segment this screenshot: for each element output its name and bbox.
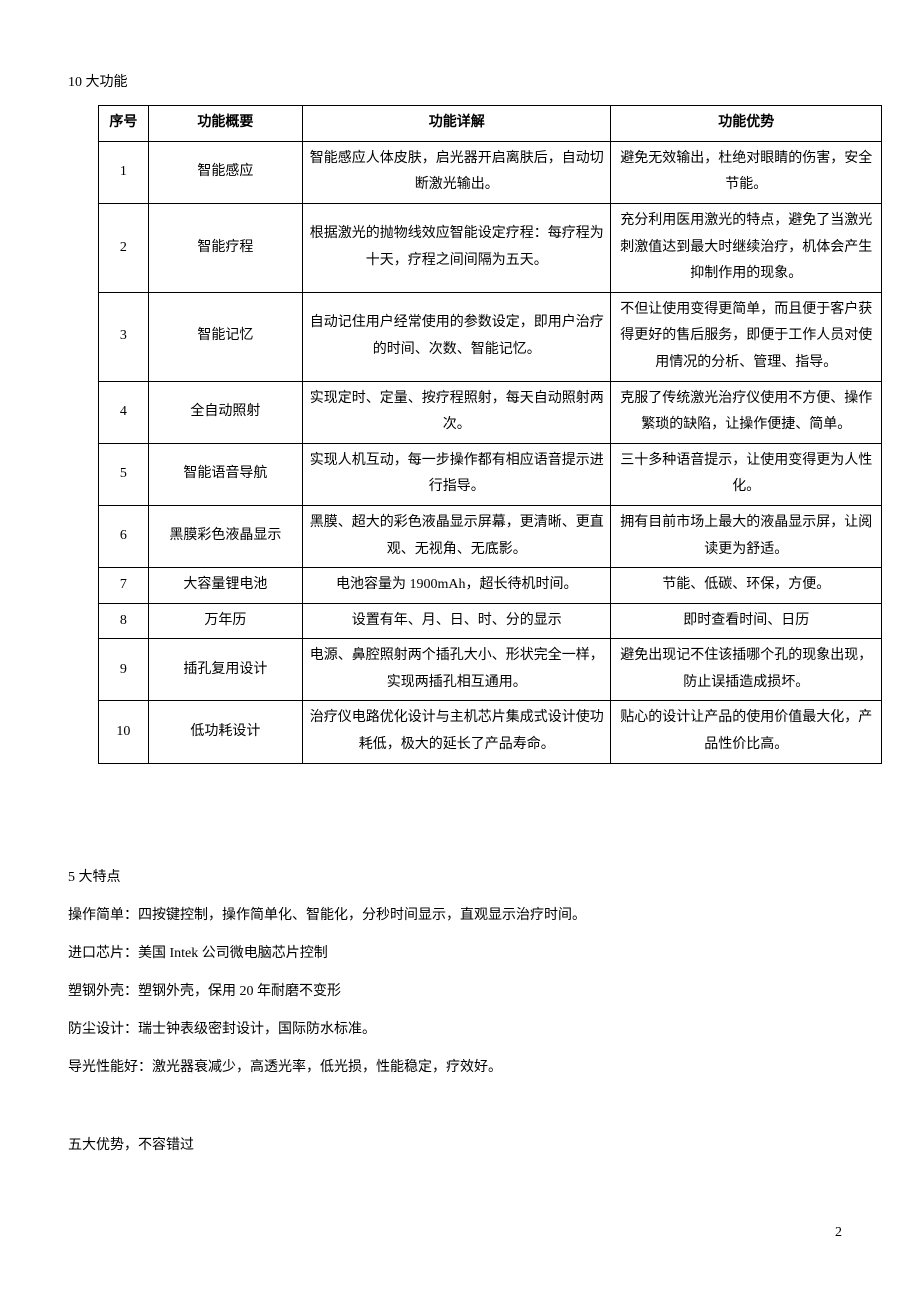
cell-summary: 智能记忆: [148, 292, 302, 381]
col-header-num: 序号: [99, 106, 149, 142]
cell-advantage: 克服了传统激光治疗仪使用不方便、操作繁琐的缺陷，让操作便捷、简单。: [611, 381, 882, 443]
table-row: 7 大容量锂电池 电池容量为 1900mAh，超长待机时间。 节能、低碳、环保，…: [99, 568, 882, 604]
cell-detail: 自动记住用户经常使用的参数设定，即用户治疗的时间、次数、智能记忆。: [303, 292, 611, 381]
page-number: 2: [68, 1220, 852, 1245]
cell-detail: 设置有年、月、日、时、分的显示: [303, 603, 611, 639]
cell-detail: 治疗仪电路优化设计与主机芯片集成式设计使功耗低，极大的延长了产品寿命。: [303, 701, 611, 763]
cell-summary: 全自动照射: [148, 381, 302, 443]
cell-num: 2: [99, 203, 149, 292]
cell-advantage: 不但让使用变得更简单，而且便于客户获得更好的售后服务，即便于工作人员对使用情况的…: [611, 292, 882, 381]
cell-summary: 智能语音导航: [148, 443, 302, 505]
cell-num: 6: [99, 505, 149, 567]
cell-detail: 实现定时、定量、按疗程照射，每天自动照射两次。: [303, 381, 611, 443]
cell-summary: 智能感应: [148, 141, 302, 203]
cell-advantage: 三十多种语音提示，让使用变得更为人性化。: [611, 443, 882, 505]
cell-detail: 电源、鼻腔照射两个插孔大小、形状完全一样，实现两插孔相互通用。: [303, 639, 611, 701]
cell-num: 9: [99, 639, 149, 701]
cell-advantage: 充分利用医用激光的特点，避免了当激光刺激值达到最大时继续治疗，机体会产生抑制作用…: [611, 203, 882, 292]
table-row: 6 黑膜彩色液晶显示 黑膜、超大的彩色液晶显示屏幕，更清晰、更直观、无视角、无底…: [99, 505, 882, 567]
col-header-advantage: 功能优势: [611, 106, 882, 142]
section1-title: 10 大功能: [68, 70, 852, 95]
cell-advantage: 即时查看时间、日历: [611, 603, 882, 639]
feature-line: 防尘设计：瑞士钟表级密封设计，国际防水标准。: [68, 1016, 852, 1044]
table-row: 9 插孔复用设计 电源、鼻腔照射两个插孔大小、形状完全一样，实现两插孔相互通用。…: [99, 639, 882, 701]
table-row: 1 智能感应 智能感应人体皮肤，启光器开启离肤后，自动切断激光输出。 避免无效输…: [99, 141, 882, 203]
cell-summary: 黑膜彩色液晶显示: [148, 505, 302, 567]
cell-num: 7: [99, 568, 149, 604]
feature-line: 塑钢外壳：塑钢外壳，保用 20 年耐磨不变形: [68, 978, 852, 1006]
cell-detail: 智能感应人体皮肤，启光器开启离肤后，自动切断激光输出。: [303, 141, 611, 203]
cell-summary: 大容量锂电池: [148, 568, 302, 604]
features-table: 序号 功能概要 功能详解 功能优势 1 智能感应 智能感应人体皮肤，启光器开启离…: [98, 105, 882, 763]
feature-line: 导光性能好：激光器衰减少，高透光率，低光损，性能稳定，疗效好。: [68, 1054, 852, 1082]
table-header-row: 序号 功能概要 功能详解 功能优势: [99, 106, 882, 142]
cell-detail: 黑膜、超大的彩色液晶显示屏幕，更清晰、更直观、无视角、无底影。: [303, 505, 611, 567]
cell-summary: 插孔复用设计: [148, 639, 302, 701]
feature-line: 进口芯片：美国 Intek 公司微电脑芯片控制: [68, 940, 852, 968]
cell-advantage: 贴心的设计让产品的使用价值最大化，产品性价比高。: [611, 701, 882, 763]
col-header-detail: 功能详解: [303, 106, 611, 142]
cell-num: 4: [99, 381, 149, 443]
cell-advantage: 避免出现记不住该插哪个孔的现象出现，防止误插造成损坏。: [611, 639, 882, 701]
cell-detail: 电池容量为 1900mAh，超长待机时间。: [303, 568, 611, 604]
feature-line: 操作简单：四按键控制，操作简单化、智能化，分秒时间显示，直观显示治疗时间。: [68, 902, 852, 930]
cell-detail: 根据激光的抛物线效应智能设定疗程：每疗程为十天，疗程之间间隔为五天。: [303, 203, 611, 292]
table-row: 5 智能语音导航 实现人机互动，每一步操作都有相应语音提示进行指导。 三十多种语…: [99, 443, 882, 505]
cell-num: 3: [99, 292, 149, 381]
section2-title: 5 大特点: [68, 864, 852, 892]
table-row: 8 万年历 设置有年、月、日、时、分的显示 即时查看时间、日历: [99, 603, 882, 639]
table-row: 10 低功耗设计 治疗仪电路优化设计与主机芯片集成式设计使功耗低，极大的延长了产…: [99, 701, 882, 763]
cell-summary: 低功耗设计: [148, 701, 302, 763]
cell-advantage: 节能、低碳、环保，方便。: [611, 568, 882, 604]
table-row: 3 智能记忆 自动记住用户经常使用的参数设定，即用户治疗的时间、次数、智能记忆。…: [99, 292, 882, 381]
cell-num: 1: [99, 141, 149, 203]
cell-num: 5: [99, 443, 149, 505]
col-header-summary: 功能概要: [148, 106, 302, 142]
cell-summary: 智能疗程: [148, 203, 302, 292]
cell-num: 8: [99, 603, 149, 639]
cell-detail: 实现人机互动，每一步操作都有相应语音提示进行指导。: [303, 443, 611, 505]
cell-advantage: 拥有目前市场上最大的液晶显示屏，让阅读更为舒适。: [611, 505, 882, 567]
cell-summary: 万年历: [148, 603, 302, 639]
table-row: 4 全自动照射 实现定时、定量、按疗程照射，每天自动照射两次。 克服了传统激光治…: [99, 381, 882, 443]
cell-num: 10: [99, 701, 149, 763]
cell-advantage: 避免无效输出，杜绝对眼睛的伤害，安全节能。: [611, 141, 882, 203]
table-row: 2 智能疗程 根据激光的抛物线效应智能设定疗程：每疗程为十天，疗程之间间隔为五天…: [99, 203, 882, 292]
section3-title: 五大优势，不容错过: [68, 1132, 852, 1160]
